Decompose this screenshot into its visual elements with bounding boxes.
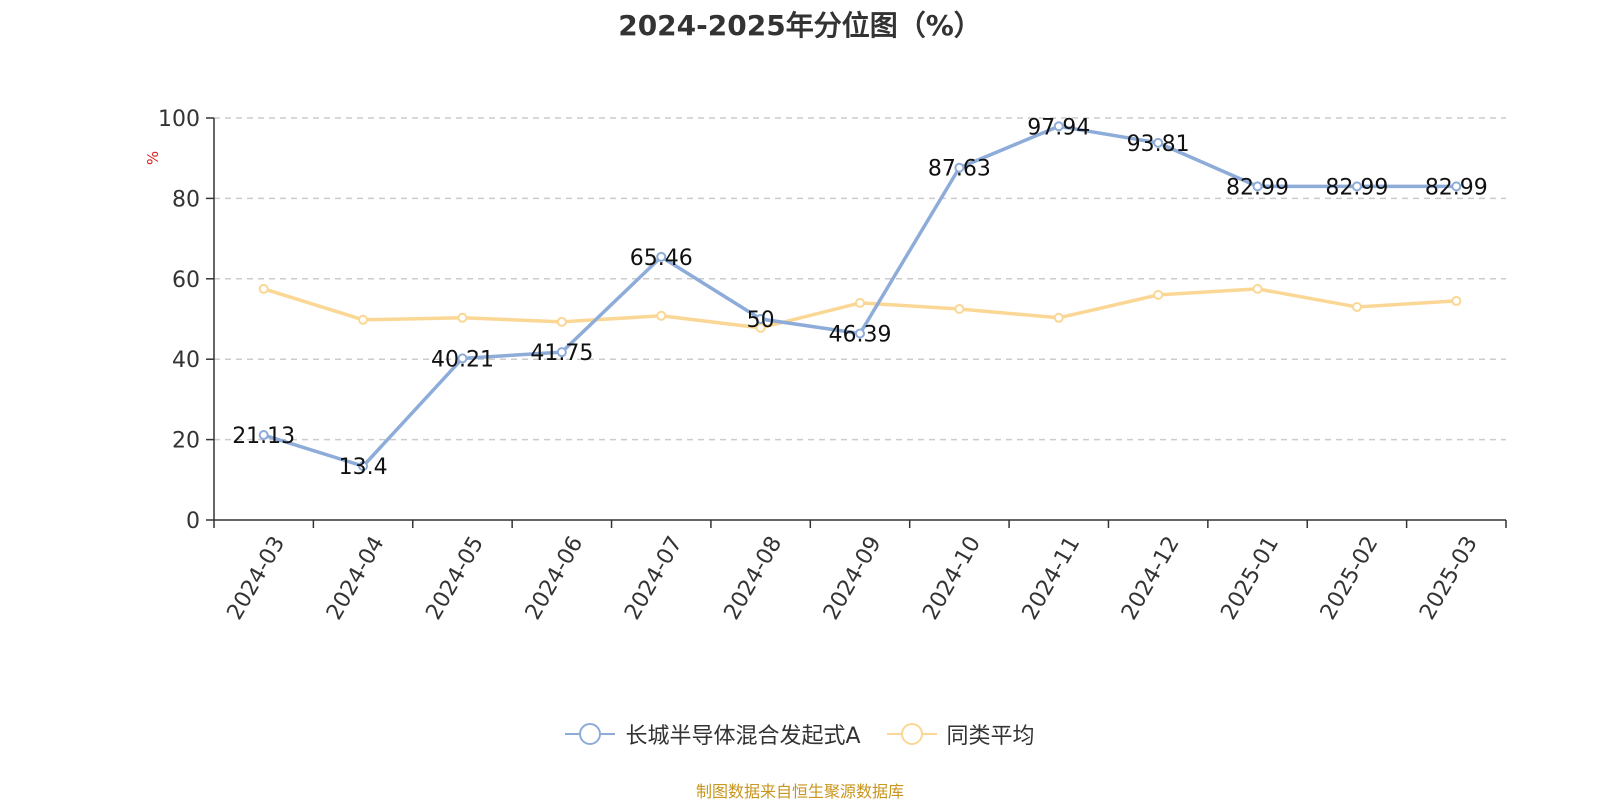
data-label: 97.94 (1027, 115, 1090, 140)
data-point (258, 430, 269, 441)
data-point (1153, 137, 1164, 148)
data-point (755, 314, 766, 324)
y-tick-label: 40 (172, 348, 200, 373)
data-point (358, 461, 369, 472)
data-point (1053, 312, 1064, 323)
legend-label-peer-average: 同类平均 (946, 724, 1035, 749)
data-labels: 21.13 13.4 40.21 41.75 65.46 50 46.39 87.63 97.9… (232, 115, 1488, 480)
x-tick-label: 2025-02 (1316, 532, 1384, 624)
data-point (954, 303, 965, 314)
data-label: 82.99 (1226, 175, 1289, 200)
data-point (1351, 301, 1362, 312)
x-tick-label: 2024-08 (720, 532, 788, 624)
y-tick-label: 60 (172, 268, 200, 293)
data-label: 93.81 (1127, 132, 1190, 157)
axes: 0 20 40 60 80 100% 2024-03 2024-04 2024-05 2024-0… (144, 107, 1507, 624)
data-point (556, 316, 567, 327)
y-tick-label: 0 (186, 509, 200, 534)
data-point (855, 328, 865, 339)
data-label: 50 (747, 308, 775, 333)
series-lines (258, 121, 1462, 472)
y-tick-label: 80 (172, 187, 200, 212)
data-label: 87.63 (928, 157, 991, 182)
data-point (1451, 181, 1462, 192)
x-tick-label: 2024-12 (1117, 532, 1185, 624)
legend-item-peer-average[interactable]: 同类平均 (886, 718, 1035, 750)
x-tick-label: 2024-05 (421, 532, 489, 624)
data-point (1053, 121, 1064, 132)
legend-circle-icon (886, 723, 937, 745)
gridlines (214, 117, 1506, 441)
x-tick-label: 2024-03 (223, 532, 291, 624)
data-point (1351, 181, 1362, 192)
x-tick-label: 2024-09 (819, 532, 887, 624)
legend: 长城半导体混合发起式A 同类平均 (0, 718, 1600, 750)
data-point (358, 314, 369, 325)
data-point (1252, 283, 1263, 294)
legend-label-fund: 长城半导体混合发起式A (625, 724, 861, 749)
x-tick-label: 2024-07 (620, 532, 688, 624)
source-note: 制图数据来自恒生聚源数据库 (695, 782, 904, 801)
data-point (556, 347, 567, 358)
data-label: 13.4 (339, 455, 388, 480)
data-point (457, 353, 468, 364)
legend-item-fund[interactable]: 长城半导体混合发起式A (565, 718, 861, 750)
data-point (457, 312, 468, 323)
x-tick-label: 2024-11 (1018, 532, 1086, 624)
data-point (656, 310, 667, 321)
x-tick-label: 2024-04 (322, 532, 390, 624)
data-label: 82.99 (1325, 175, 1388, 200)
data-point (258, 283, 269, 294)
data-label: 40.21 (431, 347, 494, 372)
data-label: 65.46 (630, 246, 693, 271)
data-point (954, 162, 965, 173)
y-axis-unit-label: % (144, 151, 162, 165)
legend-circle-icon (565, 723, 616, 745)
chart-title: 2024-2025年分位图（%） (618, 9, 982, 42)
data-point (656, 251, 667, 262)
x-tick-label: 2024-10 (918, 532, 986, 624)
data-point (855, 297, 865, 308)
x-tick-label: 2025-03 (1415, 532, 1483, 624)
y-tick-label: 100 (158, 107, 200, 132)
data-point (1252, 181, 1263, 192)
data-label: 46.39 (829, 323, 892, 348)
y-tick-label: 20 (172, 429, 200, 454)
data-point (1153, 289, 1164, 300)
data-label: 21.13 (232, 424, 295, 449)
x-tick-label: 2025-01 (1216, 532, 1284, 624)
data-label: 41.75 (530, 341, 593, 366)
data-point (1451, 295, 1462, 306)
data-label: 82.99 (1425, 175, 1488, 200)
x-tick-label: 2024-06 (521, 532, 589, 624)
